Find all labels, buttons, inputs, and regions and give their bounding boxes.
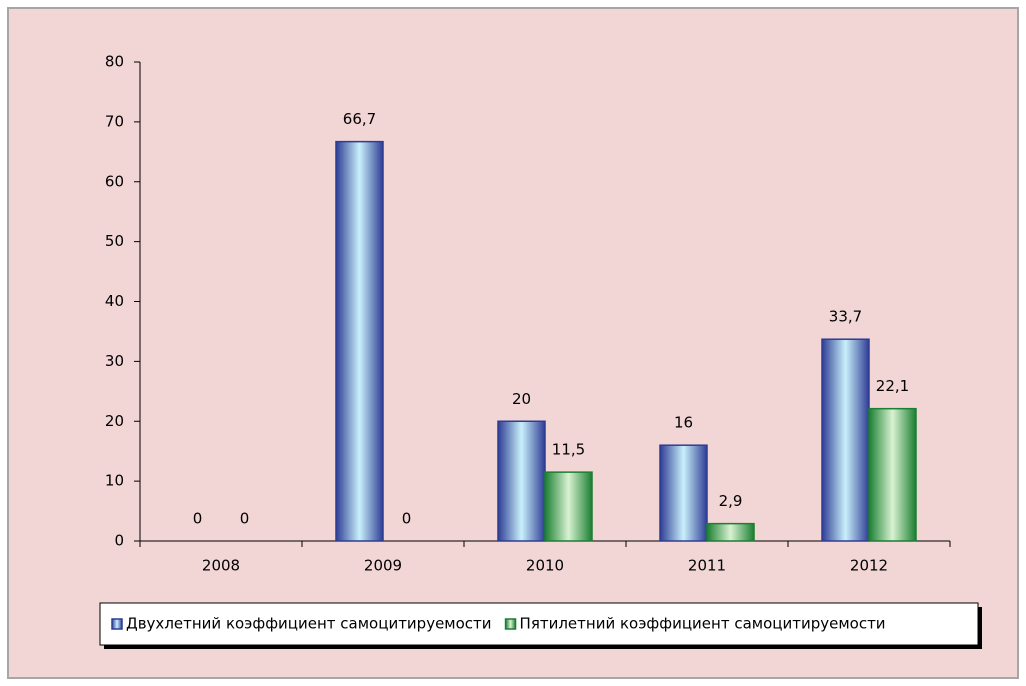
data-label: 16 bbox=[674, 414, 693, 432]
legend-box bbox=[99, 602, 979, 646]
legend-label: Двухлетний коэффициент самоцитируемости bbox=[126, 615, 492, 633]
y-tick-label: 0 bbox=[114, 532, 124, 550]
x-tick-label: 2009 bbox=[364, 557, 402, 575]
data-label: 2,9 bbox=[719, 492, 743, 510]
bar bbox=[497, 420, 546, 542]
y-tick-label: 50 bbox=[105, 232, 124, 250]
bar bbox=[821, 338, 870, 542]
data-label: 33,7 bbox=[829, 308, 862, 326]
data-label: 0 bbox=[193, 510, 203, 528]
y-tick-label: 80 bbox=[105, 53, 124, 71]
bar bbox=[544, 471, 593, 542]
data-label: 0 bbox=[402, 510, 412, 528]
y-tick-label: 70 bbox=[105, 112, 124, 130]
y-tick-label: 20 bbox=[105, 412, 124, 430]
y-tick-label: 40 bbox=[105, 292, 124, 310]
y-tick-label: 30 bbox=[105, 352, 124, 370]
x-tick-label: 2010 bbox=[526, 557, 564, 575]
data-label: 66,7 bbox=[343, 110, 376, 128]
y-tick-label: 10 bbox=[105, 472, 124, 490]
bar bbox=[659, 444, 708, 542]
bar bbox=[868, 407, 917, 542]
data-label: 22,1 bbox=[876, 377, 909, 395]
x-tick-label: 2011 bbox=[688, 557, 726, 575]
data-label: 11,5 bbox=[552, 441, 585, 459]
legend-swatch bbox=[111, 618, 123, 630]
y-tick-label: 60 bbox=[105, 172, 124, 190]
bar bbox=[335, 140, 384, 542]
legend-swatch bbox=[504, 618, 517, 630]
data-label: 20 bbox=[512, 390, 531, 408]
x-tick-label: 2008 bbox=[202, 557, 240, 575]
bar bbox=[706, 522, 755, 542]
legend-label: Пятилетний коэффициент самоцитируемости bbox=[520, 615, 886, 633]
x-tick-label: 2012 bbox=[850, 557, 888, 575]
data-label: 0 bbox=[240, 510, 250, 528]
